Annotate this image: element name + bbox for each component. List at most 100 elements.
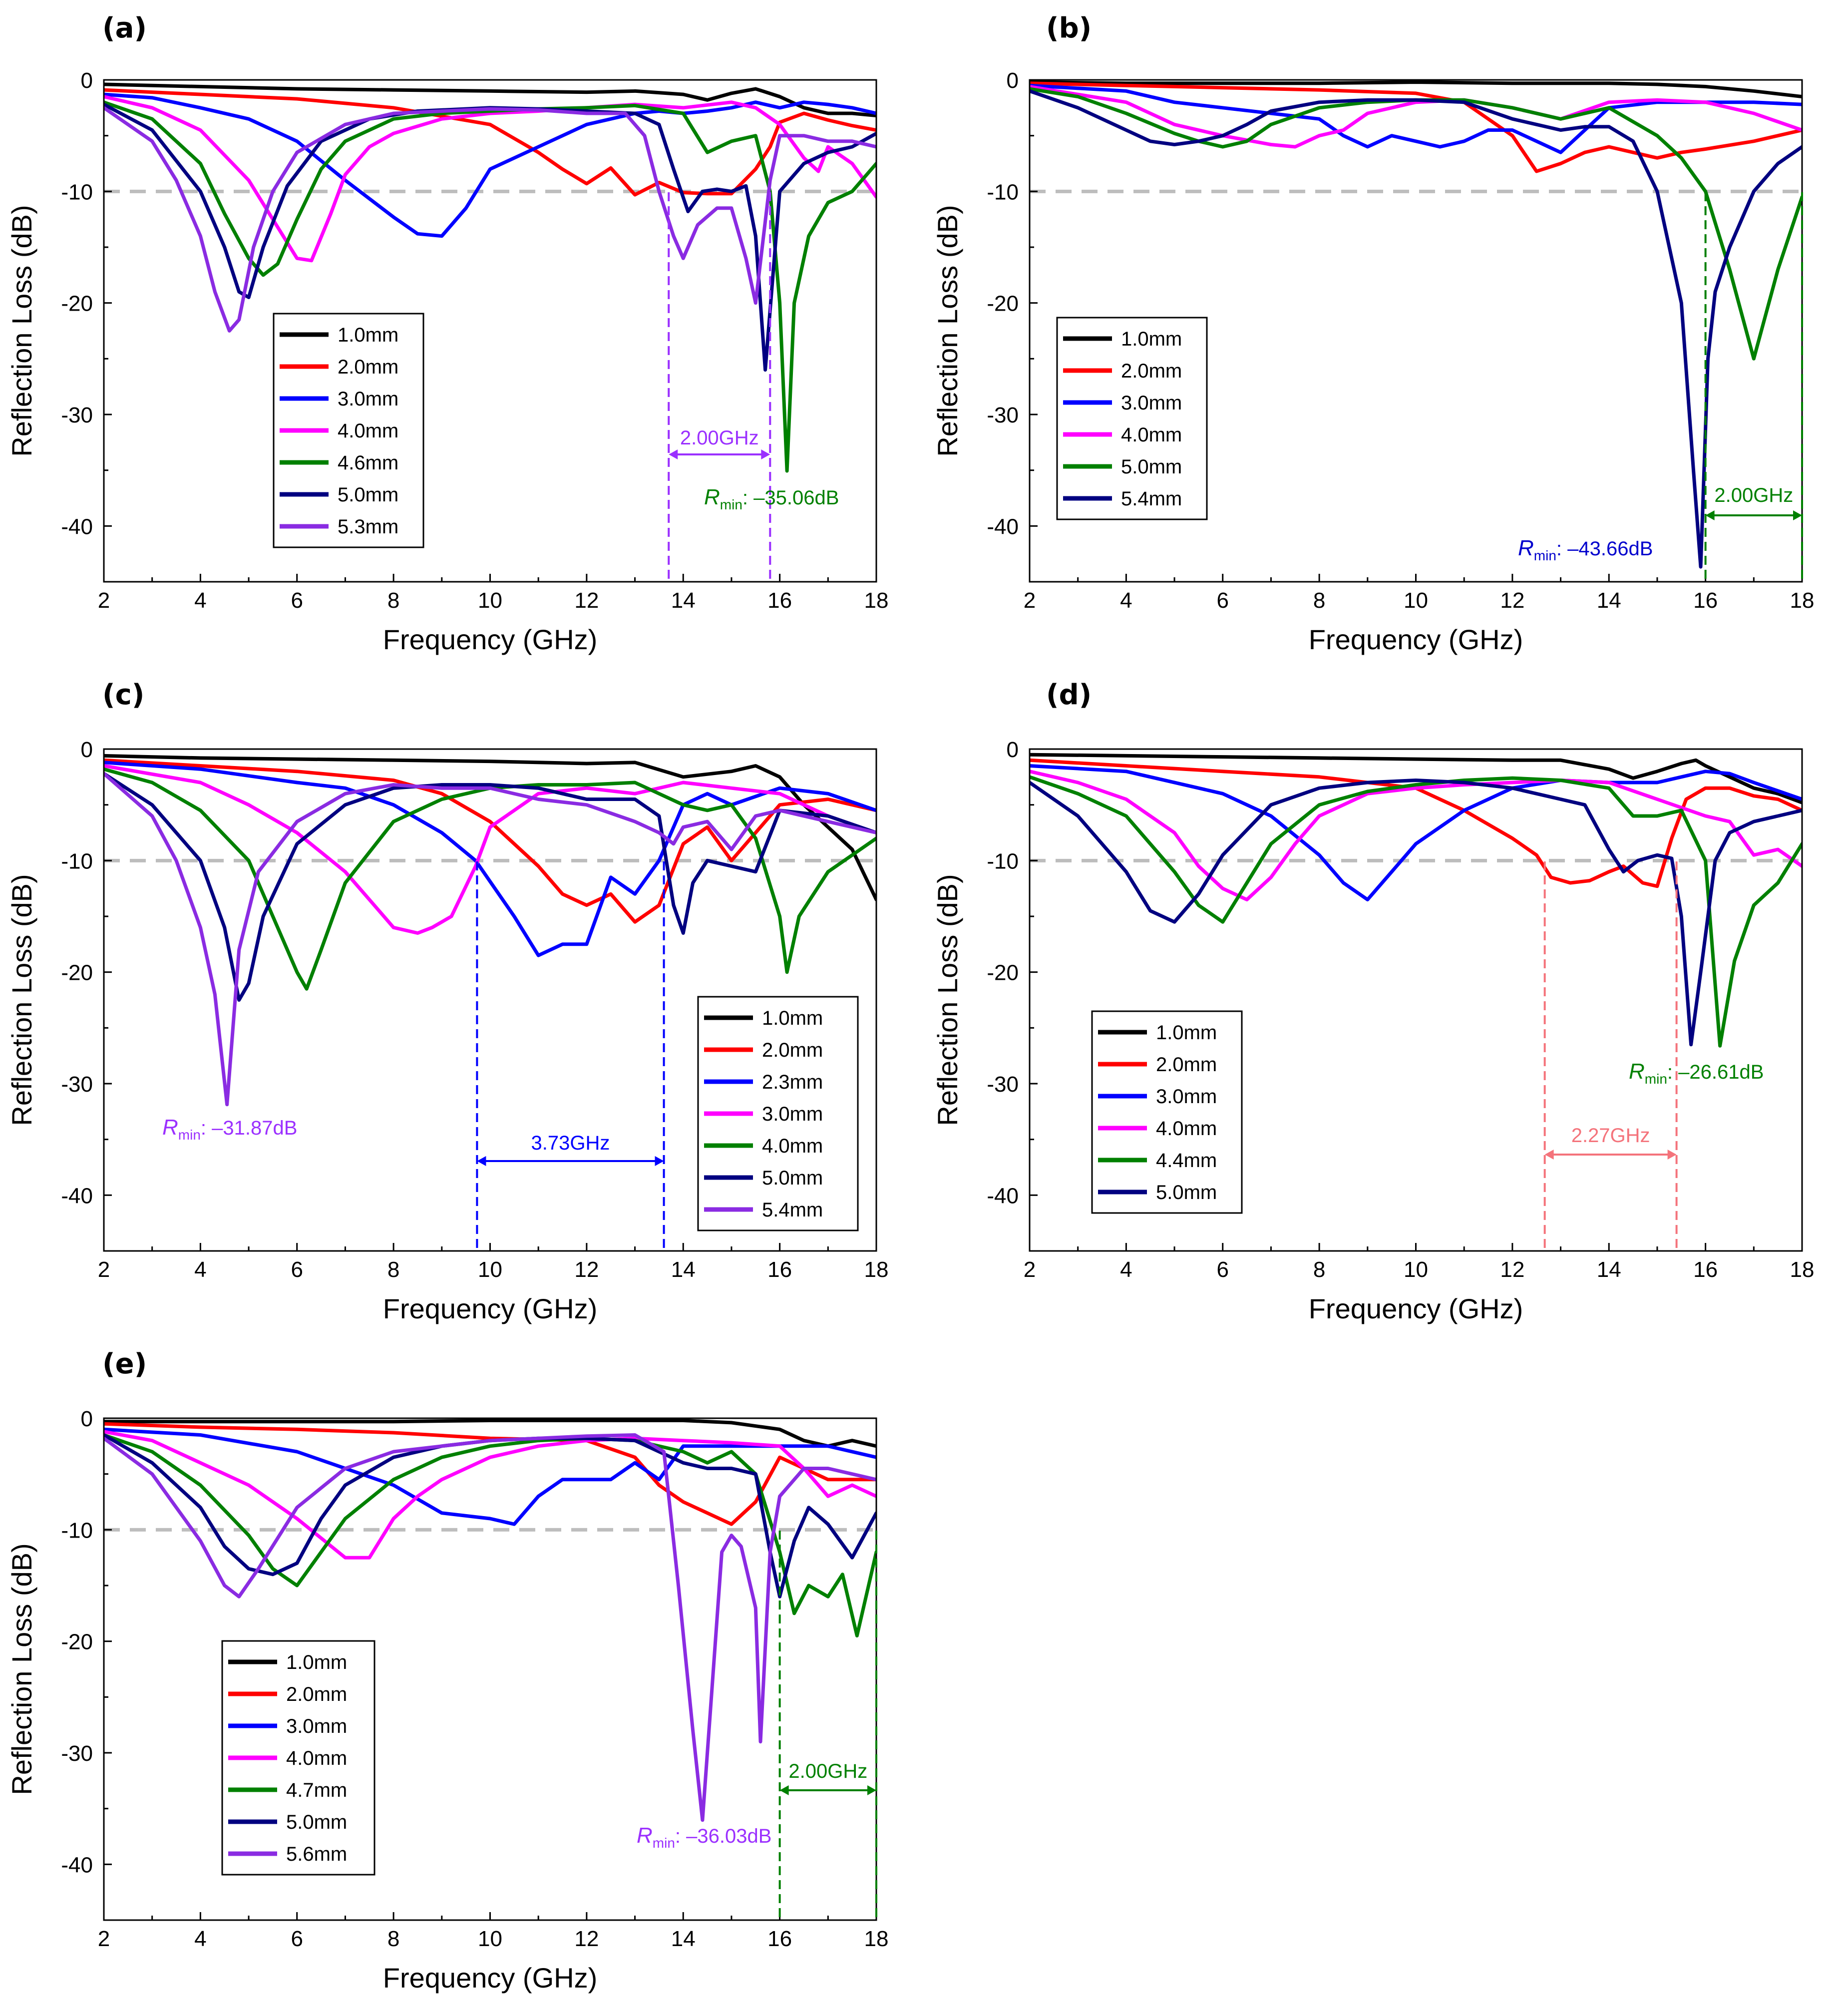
legend-label: 2.0mm — [286, 1683, 347, 1705]
y-tick-label: 0 — [1007, 68, 1019, 93]
x-tick-label: 8 — [387, 588, 399, 613]
x-tick-label: 14 — [671, 588, 696, 613]
x-tick-label: 2 — [1024, 1257, 1036, 1282]
x-axis-title: Frequency (GHz) — [383, 1962, 597, 1994]
rmin-value: : –35.06dB — [742, 487, 839, 509]
y-tick-label: -40 — [61, 1184, 93, 1208]
x-axis-title: Frequency (GHz) — [383, 624, 597, 655]
rmin-value: : –31.87dB — [201, 1117, 298, 1139]
y-tick-label: 0 — [81, 1407, 93, 1431]
rmin-value: : –26.61dB — [1667, 1061, 1764, 1083]
x-tick-label: 12 — [574, 1927, 599, 1951]
y-tick-label: -40 — [987, 514, 1019, 539]
legend-box — [1091, 1010, 1243, 1214]
legend-label: 2.0mm — [1121, 360, 1182, 382]
y-tick-label: -10 — [61, 849, 93, 873]
x-tick-label: 10 — [478, 1927, 502, 1951]
x-tick-label: 14 — [1597, 588, 1621, 613]
x-tick-label: 8 — [387, 1257, 399, 1282]
x-tick-label: 10 — [478, 588, 502, 613]
bandwidth-arrow-head-left — [1544, 1150, 1554, 1160]
y-tick-label: -40 — [987, 1184, 1019, 1208]
series-line-2.0mm — [1030, 81, 1802, 173]
series-line-1.0mm — [104, 82, 876, 117]
bandwidth-arrow-head-left — [779, 1785, 789, 1795]
series-line-4.0mm — [1030, 84, 1802, 149]
y-tick-label: -20 — [61, 961, 93, 985]
x-tick-label: 16 — [767, 1927, 792, 1951]
rmin-symbol: R — [162, 1115, 178, 1140]
legend-label: 3.0mm — [1121, 392, 1182, 414]
x-tick-label: 6 — [291, 1257, 303, 1282]
series-line-2.0mm — [104, 1422, 876, 1526]
legend-label: 4.0mm — [1121, 424, 1182, 446]
x-tick-label: 14 — [671, 1927, 696, 1951]
x-tick-label: 2 — [98, 1927, 110, 1951]
x-tick-label: 16 — [1693, 1257, 1718, 1282]
rmin-label: Rmin: –35.06dB — [704, 485, 839, 512]
rmin-label: Rmin: –43.66dB — [1518, 536, 1653, 563]
bandwidth-label: 3.73GHz — [531, 1132, 610, 1154]
x-tick-label: 6 — [1217, 1257, 1229, 1282]
x-axis-title: Frequency (GHz) — [383, 1293, 597, 1324]
rmin-value: : –43.66dB — [1556, 538, 1653, 560]
y-tick-label: -20 — [987, 292, 1019, 316]
x-tick-label: 12 — [1500, 1257, 1524, 1282]
bandwidth-arrow-head-right — [1793, 510, 1802, 520]
panel-a: (a) 2 4 6 8 10 12 14 16 18 0 -10 -20 -30 -40 Frequency … — [6, 12, 888, 655]
x-tick-label: 6 — [1217, 588, 1229, 613]
rmin-label: Rmin: –26.61dB — [1629, 1059, 1764, 1087]
x-tick-label: 4 — [194, 1257, 206, 1282]
series-group — [1030, 80, 1802, 569]
legend-label: 3.0mm — [1156, 1086, 1217, 1108]
legend-label: 1.0mm — [286, 1651, 347, 1673]
x-tick-label: 10 — [1404, 1257, 1428, 1282]
series-line-3.0mm — [1030, 764, 1802, 901]
x-tick-label: 18 — [1790, 588, 1815, 613]
panel-label: (d) — [1046, 679, 1092, 711]
rmin-symbol: R — [637, 1823, 653, 1848]
rmin-subscript: min — [653, 1835, 675, 1851]
rmin-symbol: R — [704, 485, 720, 509]
legend-label: 5.0mm — [286, 1811, 347, 1833]
series-line-4.0mm — [1030, 770, 1802, 901]
rmin-subscript: min — [720, 497, 742, 512]
rmin-label: Rmin: –31.87dB — [162, 1115, 297, 1143]
x-tick-label: 18 — [864, 1257, 889, 1282]
x-tick-label: 16 — [767, 588, 792, 613]
x-tick-label: 10 — [1404, 588, 1428, 613]
legend-label: 2.0mm — [338, 356, 398, 378]
x-tick-label: 18 — [864, 588, 889, 613]
panel-label: (a) — [102, 12, 147, 44]
legend-label: 1.0mm — [1121, 328, 1182, 350]
x-tick-label: 12 — [1500, 588, 1524, 613]
y-tick-label: -40 — [61, 1853, 93, 1877]
y-tick-label: 0 — [1007, 738, 1019, 762]
legend-label: 1.0mm — [1156, 1022, 1217, 1044]
rmin-value: : –36.03dB — [675, 1825, 772, 1847]
panel-e: (e) 2 4 6 8 10 12 14 16 18 0 -10 -20 -30 -40 Frequency … — [6, 1348, 888, 1994]
legend-label: 4.6mm — [338, 452, 398, 474]
y-tick-label: -20 — [987, 961, 1019, 985]
y-tick-label: -30 — [61, 403, 93, 427]
x-tick-label: 8 — [1313, 1257, 1325, 1282]
x-tick-label: 14 — [671, 1257, 696, 1282]
series-line-5.4mm — [1030, 89, 1802, 569]
y-tick-label: -40 — [61, 514, 93, 539]
series-line-4.0mm — [104, 767, 876, 991]
legend-label: 3.0mm — [338, 388, 398, 410]
y-axis-title: Reflection Loss (dB) — [6, 874, 37, 1126]
x-tick-label: 4 — [194, 588, 206, 613]
rmin-symbol: R — [1629, 1059, 1645, 1084]
y-tick-label: -30 — [987, 403, 1019, 427]
y-tick-label: 0 — [81, 68, 93, 93]
legend-label: 5.4mm — [762, 1199, 823, 1221]
x-tick-label: 8 — [1313, 588, 1325, 613]
series-line-5.4mm — [104, 772, 876, 1107]
series-line-5.6mm — [104, 1433, 876, 1822]
series-line-3.0mm — [104, 92, 876, 238]
bandwidth-arrow-head-right — [655, 1156, 664, 1166]
legend-label: 1.0mm — [338, 324, 398, 346]
x-tick-label: 2 — [1024, 588, 1036, 613]
